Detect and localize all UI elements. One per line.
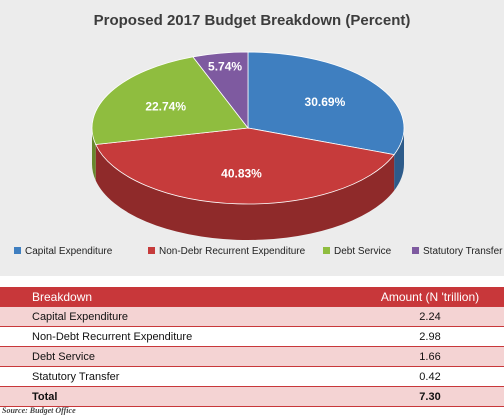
pie-slice-1 (95, 127, 395, 205)
pie-side-0 (394, 128, 404, 191)
pie-slice-label-3: 5.74% (208, 60, 242, 74)
legend-label: Non-Debr Recurrent Expenditure (159, 246, 306, 257)
pie-chart: 30.69% 40.83% 22.74% 5.74% (91, 51, 405, 240)
legend-swatch (323, 247, 330, 254)
legend-label: Capital Expenditure (25, 246, 113, 257)
table-header-amount: Amount (N 'trillion) (356, 287, 504, 307)
table-row: Capital Expenditure 2.24 (0, 307, 504, 327)
table-cell-name: Non-Debt Recurrent Expenditure (0, 326, 356, 347)
table-row: Statutory Transfer 0.42 (0, 366, 504, 387)
pie-slice-2 (91, 56, 249, 145)
table-cell-amount: 0.42 (356, 366, 504, 387)
pie-side-2 (92, 128, 96, 181)
chart-title: Proposed 2017 Budget Breakdown (Percent) (93, 12, 411, 29)
table-header-breakdown: Breakdown (0, 287, 356, 307)
table-cell-amount: 2.24 (356, 307, 504, 327)
legend-item: Statutory Transfer (412, 246, 502, 257)
legend-item: Capital Expenditure (14, 246, 112, 257)
pie-slice-label-2: 22.74% (145, 99, 186, 113)
table-total-amount: 7.30 (356, 386, 504, 407)
legend-label: Debt Service (334, 246, 392, 257)
table-total-label: Total (0, 386, 356, 407)
legend-swatch (148, 247, 155, 254)
table-cell-name: Debt Service (0, 346, 356, 367)
table-total-row: Total 7.30 (0, 386, 504, 407)
budget-table: Breakdown Amount (N 'trillion) Capital E… (0, 287, 504, 407)
legend-swatch (14, 247, 21, 254)
table-cell-name: Statutory Transfer (0, 366, 356, 387)
table-cell-amount: 1.66 (356, 346, 504, 367)
pie-slice-0 (247, 51, 405, 156)
source-note: Source: Budget Office (2, 406, 76, 415)
pie-slice-3 (192, 51, 249, 130)
legend-item: Debt Service (323, 246, 391, 257)
table-header-row: Breakdown Amount (N 'trillion) (0, 287, 504, 307)
table-row: Non-Debt Recurrent Expenditure 2.98 (0, 326, 504, 347)
table-cell-name: Capital Expenditure (0, 307, 356, 327)
pie-side-1 (95, 144, 395, 240)
pie-slice-label-0: 30.69% (305, 95, 346, 109)
table-cell-amount: 2.98 (356, 326, 504, 347)
chart-legend: Capital Expenditure Non-Debr Recurrent Ex… (0, 246, 504, 262)
pie-slice-label-1: 40.83% (221, 166, 262, 180)
legend-swatch (412, 247, 419, 254)
legend-item: Non-Debr Recurrent Expenditure (148, 246, 305, 257)
chart-panel: Proposed 2017 Budget Breakdown (Percent)… (0, 0, 504, 276)
legend-label: Statutory Transfer (423, 246, 503, 257)
table-row: Debt Service 1.66 (0, 346, 504, 367)
